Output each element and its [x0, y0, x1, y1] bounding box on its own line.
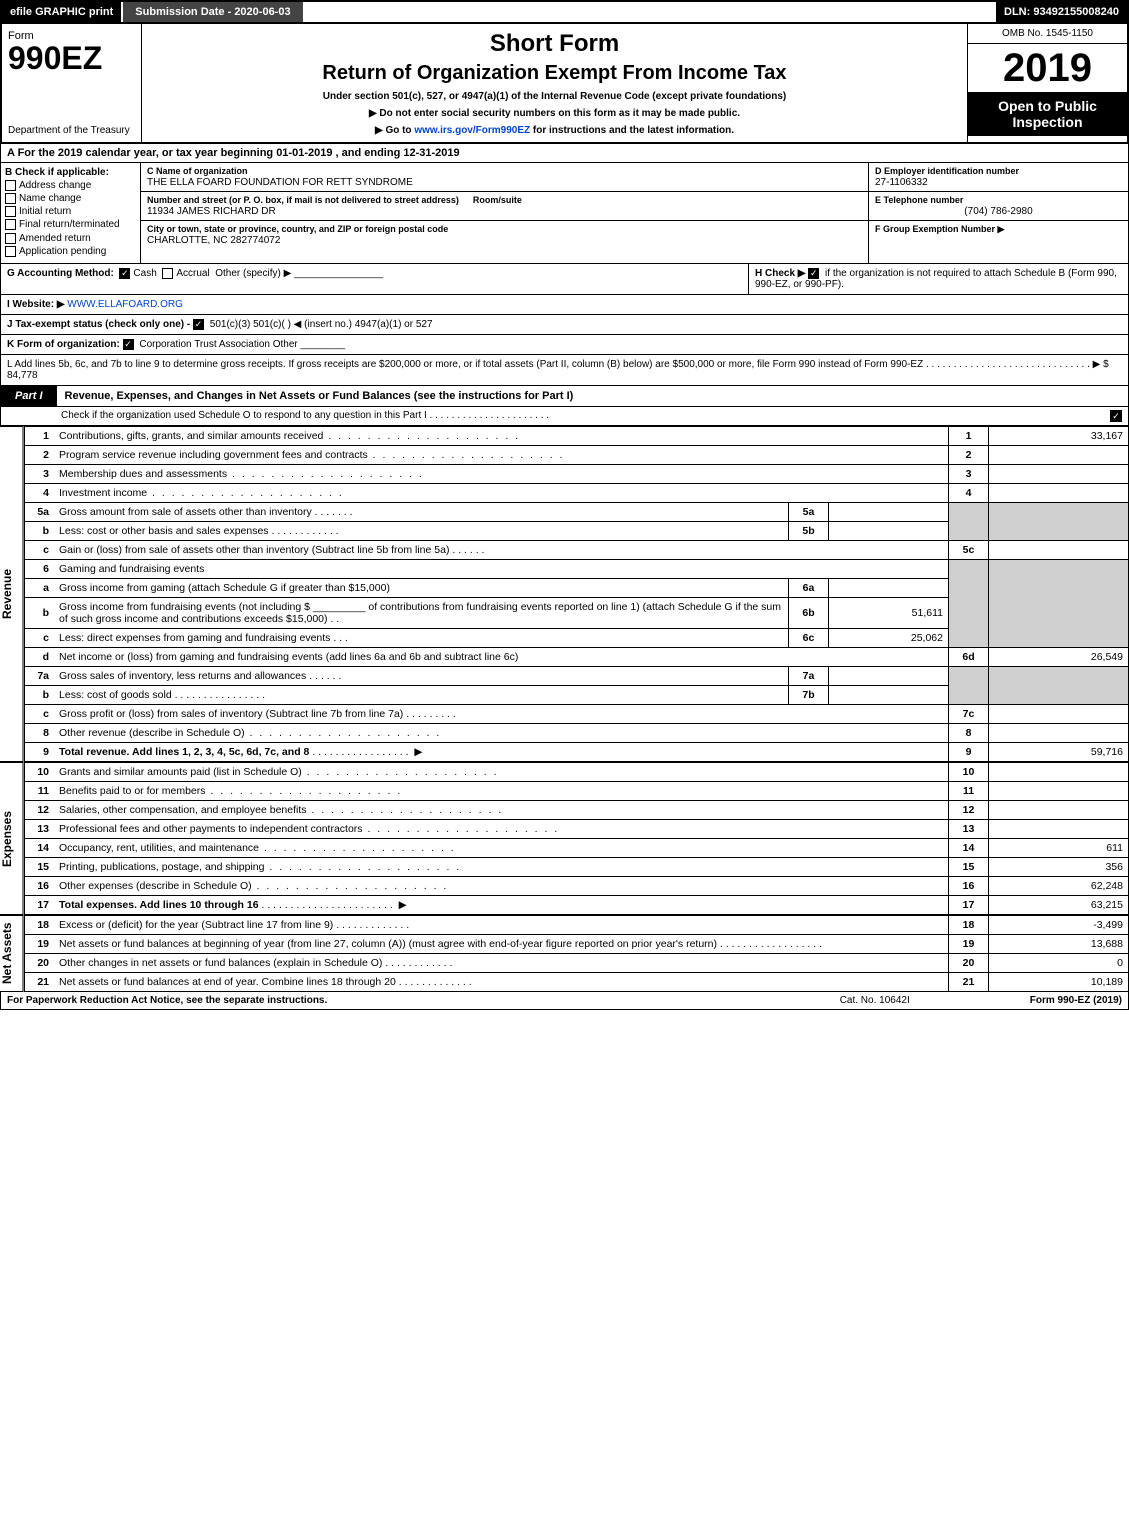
open-inspection: Open to Public Inspection [968, 92, 1127, 136]
h-schedule-b: H Check ▶ ✓ if the organization is not r… [748, 264, 1128, 294]
part-1-tab: Part I [1, 386, 57, 406]
tax-year: 2019 [968, 44, 1127, 92]
title-2: Return of Organization Exempt From Incom… [148, 62, 961, 85]
f-group: F Group Exemption Number ▶ [869, 221, 1128, 238]
expenses-table: 10Grants and similar amounts paid (list … [24, 762, 1129, 915]
expenses-section: Expenses 10Grants and similar amounts pa… [0, 762, 1129, 915]
footer-left: For Paperwork Reduction Act Notice, see … [7, 995, 327, 1006]
g-accounting: G Accounting Method: ✓Cash Accrual Other… [1, 264, 748, 294]
part-1-title: Revenue, Expenses, and Changes in Net As… [57, 386, 582, 406]
chk-name[interactable]: Name change [5, 193, 136, 204]
k-form-org: K Form of organization: ✓ Corporation Tr… [0, 335, 1129, 355]
part-1-check: Check if the organization used Schedule … [0, 407, 1129, 426]
box-c: C Name of organizationTHE ELLA FOARD FOU… [141, 163, 868, 263]
chk-h[interactable]: ✓ [808, 268, 819, 279]
dept-label: Department of the Treasury [8, 125, 135, 136]
chk-amended[interactable]: Amended return [5, 233, 136, 244]
box-def: D Employer identification number27-11063… [868, 163, 1128, 263]
expenses-label: Expenses [0, 762, 24, 915]
form-header: Form 990EZ Department of the Treasury Sh… [0, 24, 1129, 144]
subtitle-2: ▶ Do not enter social security numbers o… [148, 108, 961, 119]
chk-corp[interactable]: ✓ [123, 339, 134, 350]
submission-date: Submission Date - 2020-06-03 [123, 2, 302, 22]
page-footer: For Paperwork Reduction Act Notice, see … [0, 992, 1129, 1010]
c-address: Number and street (or P. O. box, if mail… [141, 192, 868, 221]
box-b-title: B Check if applicable: [5, 167, 136, 178]
netassets-section: Net Assets 18Excess or (deficit) for the… [0, 915, 1129, 992]
c-name: C Name of organizationTHE ELLA FOARD FOU… [141, 163, 868, 192]
j-tax-exempt: J Tax-exempt status (check only one) - ✓… [0, 315, 1129, 335]
d-ein: D Employer identification number27-11063… [869, 163, 1128, 192]
chk-501c3[interactable]: ✓ [193, 319, 204, 330]
footer-right: Form 990-EZ (2019) [1030, 995, 1122, 1006]
footer-cat: Cat. No. 10642I [840, 995, 910, 1006]
chk-address[interactable]: Address change [5, 180, 136, 191]
header-center: Short Form Return of Organization Exempt… [142, 24, 967, 142]
chk-initial[interactable]: Initial return [5, 206, 136, 217]
omb-number: OMB No. 1545-1150 [968, 24, 1127, 44]
header-left: Form 990EZ Department of the Treasury [2, 24, 142, 142]
chk-pending[interactable]: Application pending [5, 246, 136, 257]
form-number: 990EZ [8, 42, 135, 74]
chk-schedule-o[interactable]: ✓ [1110, 410, 1122, 422]
irs-link[interactable]: www.irs.gov/Form990EZ [414, 125, 530, 136]
dln-label: DLN: 93492155008240 [996, 2, 1127, 22]
block-bcd: B Check if applicable: Address change Na… [0, 163, 1129, 264]
top-bar: efile GRAPHIC print Submission Date - 20… [0, 0, 1129, 24]
chk-accrual[interactable] [162, 268, 173, 279]
revenue-section: Revenue 1Contributions, gifts, grants, a… [0, 426, 1129, 762]
subtitle-3: ▶ Go to www.irs.gov/Form990EZ for instru… [148, 125, 961, 136]
chk-final[interactable]: Final return/terminated [5, 219, 136, 230]
title-1: Short Form [148, 30, 961, 58]
netassets-label: Net Assets [0, 915, 24, 992]
netassets-table: 18Excess or (deficit) for the year (Subt… [24, 915, 1129, 992]
l-gross-receipts: L Add lines 5b, 6c, and 7b to line 9 to … [0, 355, 1129, 386]
e-phone: E Telephone number(704) 786-2980 [869, 192, 1128, 221]
website-link[interactable]: WWW.ELLAFOARD.ORG [67, 299, 183, 310]
revenue-label: Revenue [0, 426, 24, 762]
efile-label[interactable]: efile GRAPHIC print [2, 2, 123, 22]
c-city: City or town, state or province, country… [141, 221, 868, 249]
row-gh: G Accounting Method: ✓Cash Accrual Other… [0, 264, 1129, 295]
subtitle-1: Under section 501(c), 527, or 4947(a)(1)… [148, 91, 961, 102]
row-a-tax-year: A For the 2019 calendar year, or tax yea… [0, 144, 1129, 163]
revenue-table: 1Contributions, gifts, grants, and simil… [24, 426, 1129, 762]
part-1-header: Part I Revenue, Expenses, and Changes in… [0, 386, 1129, 407]
header-right: OMB No. 1545-1150 2019 Open to Public In… [967, 24, 1127, 142]
box-b: B Check if applicable: Address change Na… [1, 163, 141, 263]
i-website: I Website: ▶ WWW.ELLAFOARD.ORG [0, 295, 1129, 315]
chk-cash[interactable]: ✓ [119, 268, 130, 279]
